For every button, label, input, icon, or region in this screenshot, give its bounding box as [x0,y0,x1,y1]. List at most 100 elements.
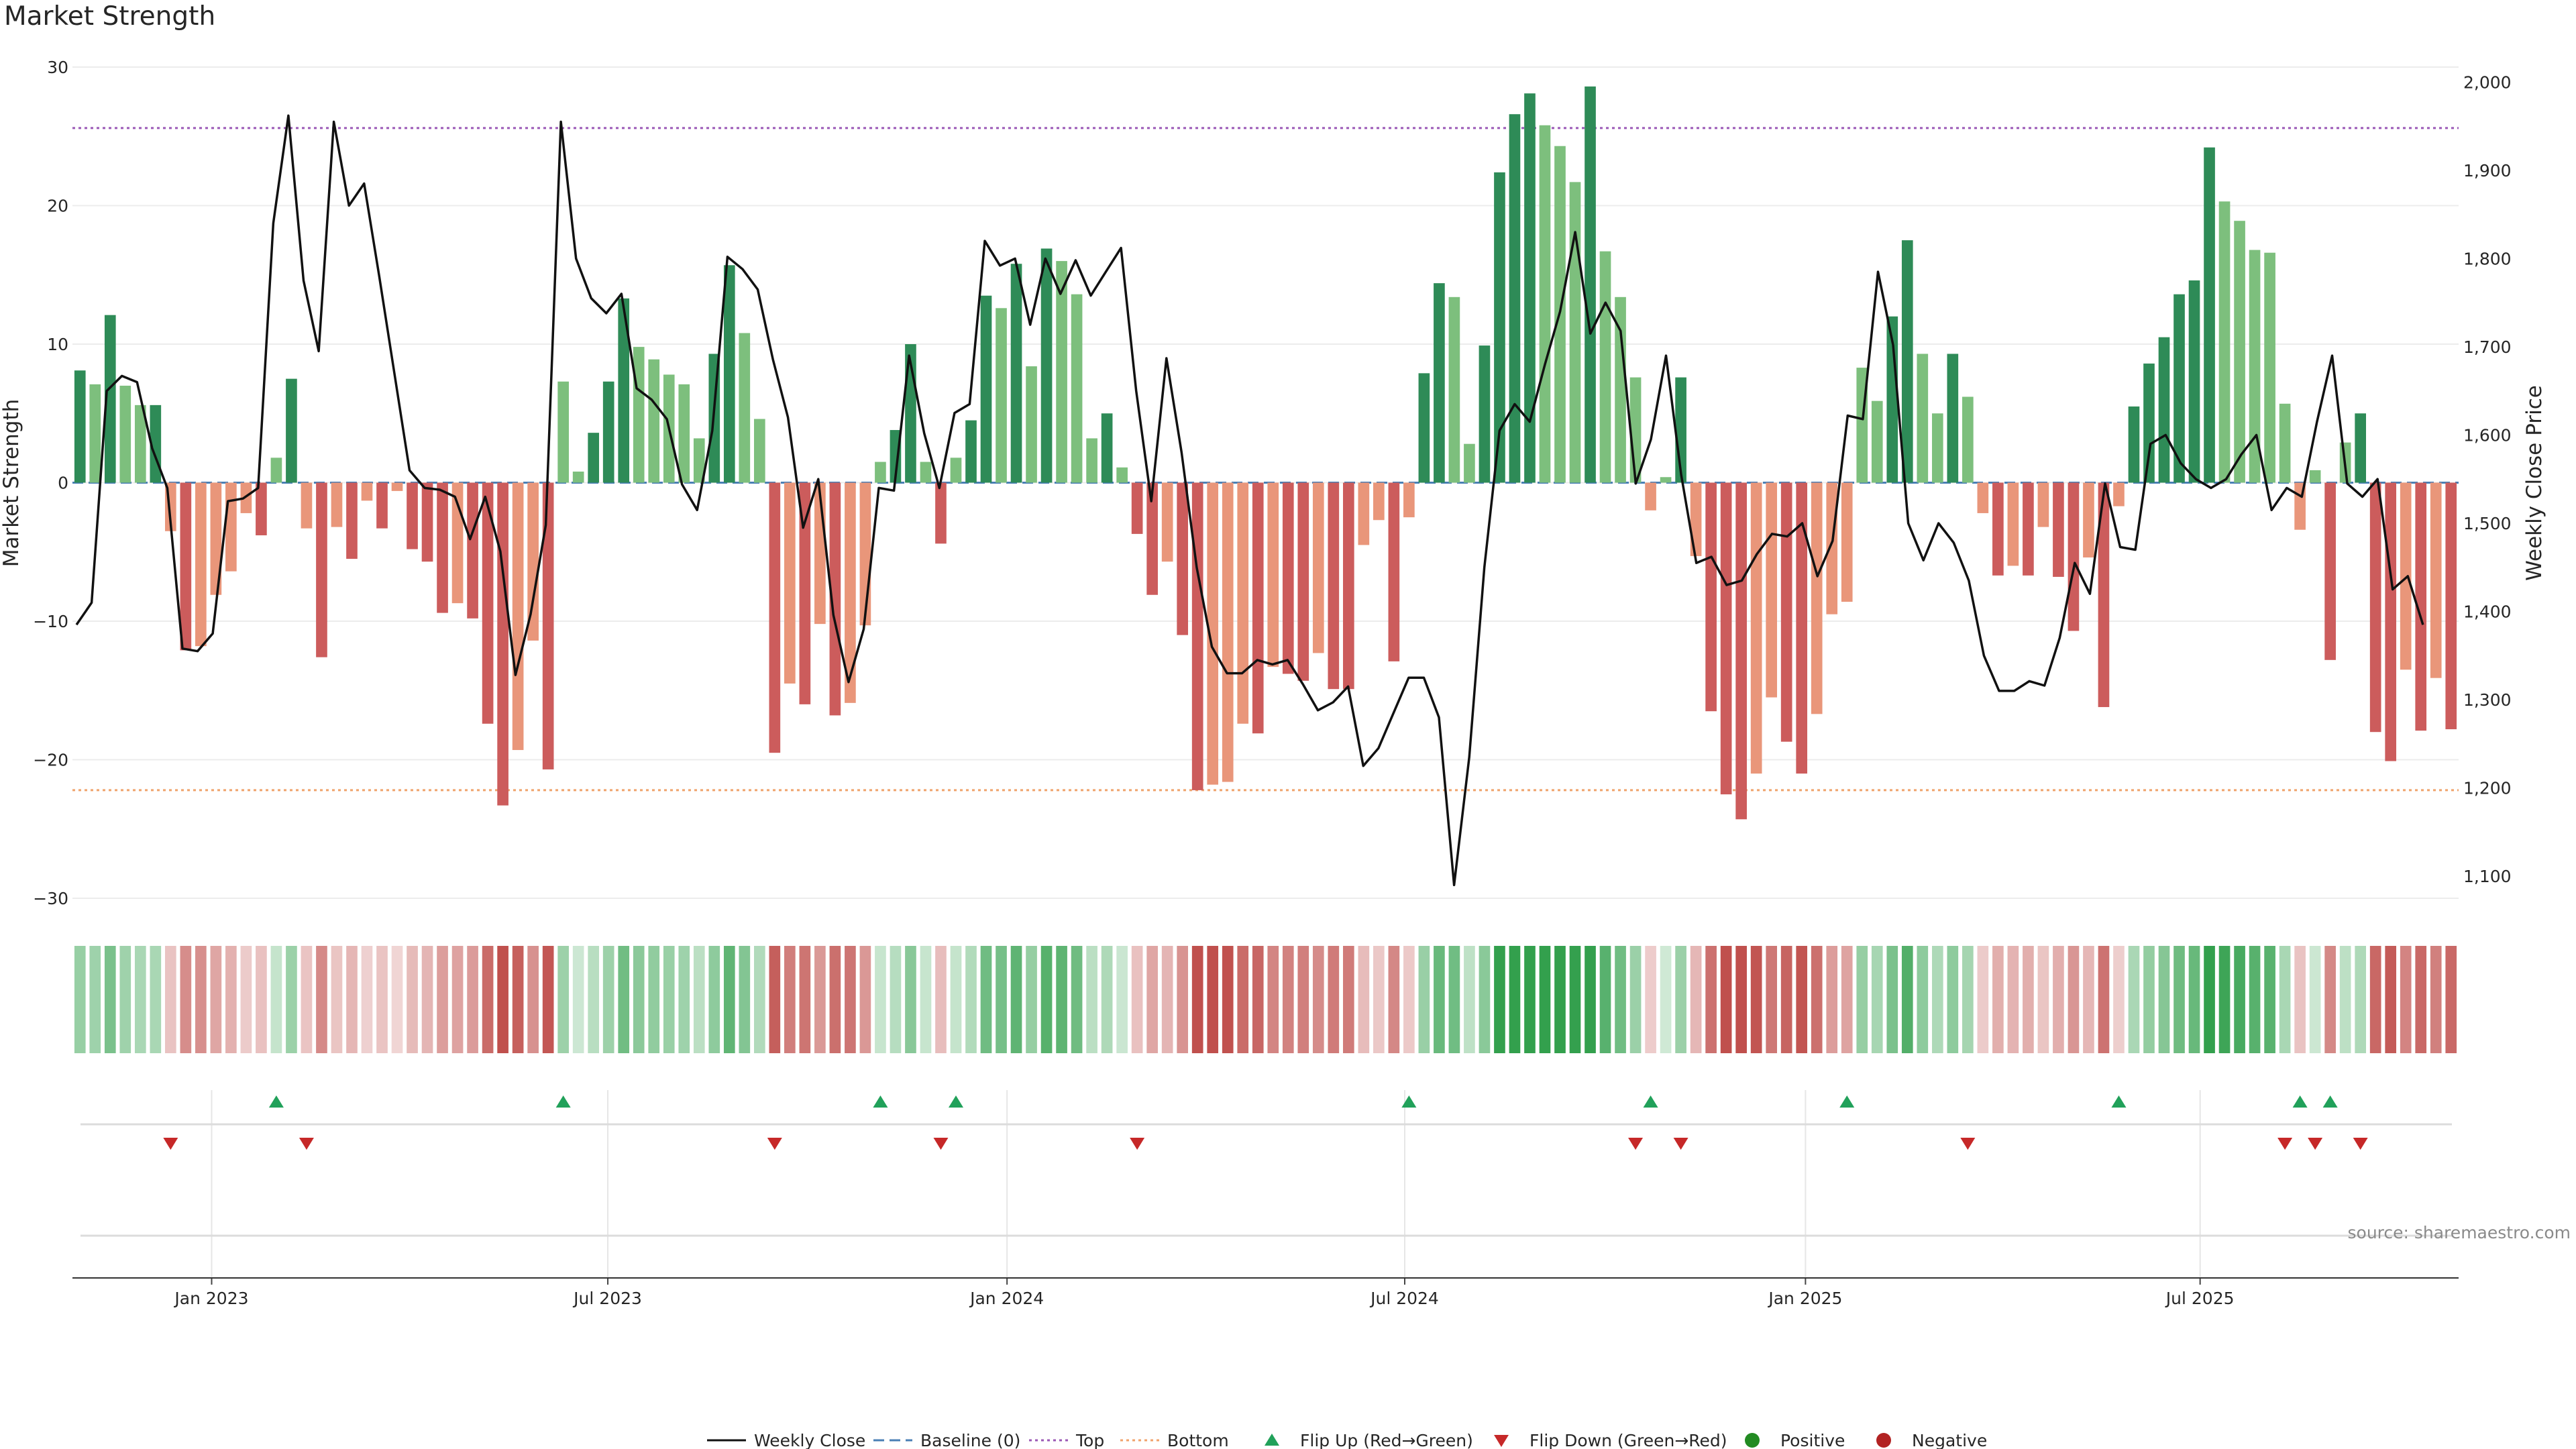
strength-bar [467,482,478,619]
strength-bar [256,482,267,535]
legend-label: Baseline (0) [920,1431,1020,1449]
strength-bar [74,370,86,483]
heat-cell [965,946,977,1053]
flip-down-marker [299,1138,314,1150]
strength-bar [316,482,327,657]
heat-cell [527,946,539,1053]
heat-cell [1554,946,1566,1053]
legend-item: Weekly Close [707,1431,865,1449]
y-left-tick-label: 30 [47,58,68,77]
flip-up-marker [2322,1095,2338,1108]
heat-cell [1101,946,1113,1053]
heat-cell [407,946,418,1053]
flip-down-marker [2277,1138,2293,1150]
heat-cell [165,946,176,1053]
strength-bar [286,378,297,483]
heat-cell [845,946,856,1053]
strength-bar [2204,147,2215,483]
heat-cell [1811,946,1823,1053]
strength-bar [2007,482,2019,566]
strength-bar [2279,403,2291,483]
legend-label: Flip Down (Green→Red) [1529,1431,1727,1449]
heat-cell [1373,946,1385,1053]
strength-bar [1871,400,1883,483]
strength-bar [2037,482,2049,527]
strength-bar [542,482,554,769]
strength-bar [950,458,962,483]
heat-cell [1358,946,1370,1053]
flip-up-marker [873,1095,888,1108]
heat-cell [210,946,222,1053]
legend-item: Baseline (0) [873,1431,1020,1449]
heat-cell [270,946,282,1053]
heat-cell [708,946,720,1053]
strength-bar [799,482,811,704]
heat-cell [588,946,600,1053]
strength-bar [2415,482,2427,731]
heat-cell [1026,946,1037,1053]
flip-down-marker [1960,1138,1976,1150]
heat-cell [2204,946,2215,1053]
legend-swatch [1265,1434,1279,1446]
y-right-tick-label: 1,600 [2463,425,2512,445]
heat-cell [890,946,902,1053]
strength-bar [2083,482,2094,558]
strength-bar [1010,264,1022,483]
flip-down-marker [1628,1138,1644,1150]
heat-cell [1464,946,1475,1053]
strength-bar [633,347,645,483]
flip-down-marker [2308,1138,2323,1150]
heat-cell [633,946,645,1053]
weekly-close-line [75,114,2424,887]
heat-cell [648,946,660,1053]
heat-cell [2128,946,2140,1053]
heat-cell [2113,946,2125,1053]
y-right-tick-label: 1,700 [2463,337,2512,357]
y-left-tick-label: 20 [47,197,68,216]
strength-bar [875,462,886,483]
heat-cell [950,946,962,1053]
strength-bars [74,86,2457,820]
strength-bar [1282,482,1294,674]
strength-bar [2023,482,2034,576]
heat-cell [89,946,101,1053]
heat-cell [1252,946,1264,1053]
heat-cell [784,946,796,1053]
strength-bar [572,471,584,483]
strength-bar [1615,297,1626,483]
flip-markers [163,1095,2368,1150]
heat-cell [316,946,327,1053]
y-right-tick-label: 1,500 [2463,514,2512,533]
strength-bar [1811,482,1823,714]
legend-item: Positive [1745,1431,1845,1449]
x-tick-label: Jul 2025 [2165,1289,2235,1308]
strength-bar [1524,93,1536,483]
y-left-tick-label: 10 [47,335,68,354]
strength-bar [1297,482,1309,681]
heat-cell [1222,946,1234,1053]
strength-bar [104,315,116,483]
heat-cell [2339,946,2351,1053]
strength-bar [1116,467,1128,483]
strength-bar [2158,337,2170,483]
x-tick-label: Jul 2024 [1369,1289,1439,1308]
strength-bar [421,482,433,562]
heat-cell [1191,946,1203,1053]
heat-cell [1524,946,1536,1053]
strength-bar [134,405,146,483]
strength-bar [1660,477,1672,483]
strength-bar [240,482,252,513]
x-tick-label: Jan 2025 [1767,1289,1842,1308]
heat-cell [1901,946,1913,1053]
heat-cell [1585,946,1596,1053]
heat-cell [1131,946,1143,1053]
heat-cell [1750,946,1762,1053]
heat-cell [2400,946,2412,1053]
heat-cell [256,946,267,1053]
strength-bar [1131,482,1143,534]
strength-bar [996,308,1007,483]
heat-cell [618,946,630,1053]
heat-cell [1312,946,1324,1053]
legend-swatch [1494,1435,1509,1447]
